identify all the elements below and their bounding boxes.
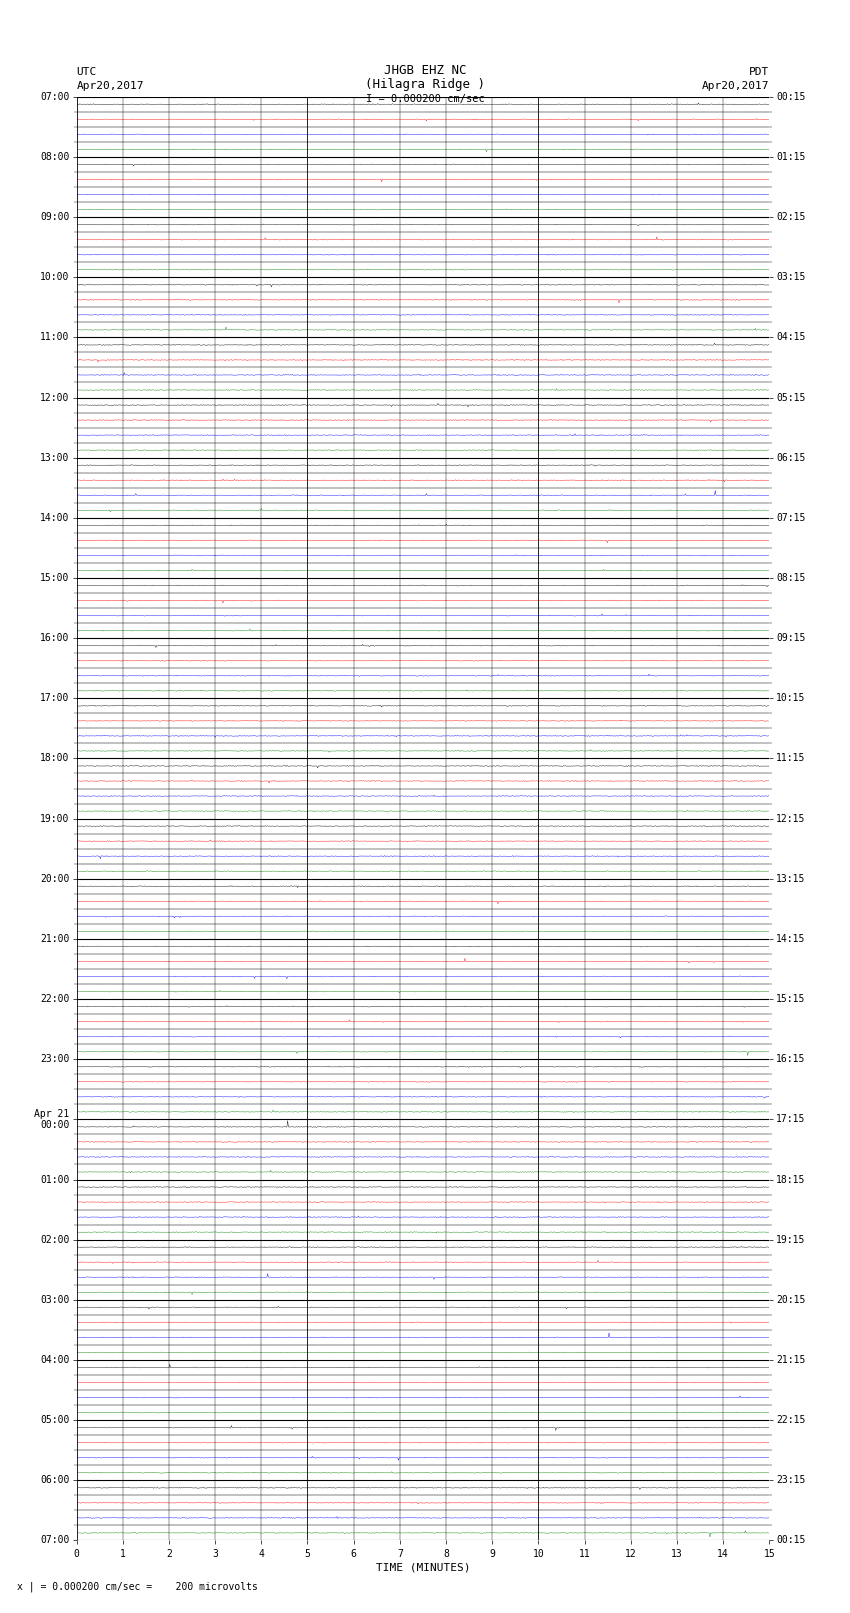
Text: Apr20,2017: Apr20,2017 [702, 81, 769, 90]
Text: (Hilagra Ridge ): (Hilagra Ridge ) [365, 77, 485, 90]
Text: Apr20,2017: Apr20,2017 [76, 81, 144, 90]
X-axis label: TIME (MINUTES): TIME (MINUTES) [376, 1563, 470, 1573]
Text: UTC: UTC [76, 66, 97, 77]
Text: PDT: PDT [749, 66, 769, 77]
Text: JHGB EHZ NC: JHGB EHZ NC [383, 63, 467, 77]
Text: x | = 0.000200 cm/sec =    200 microvolts: x | = 0.000200 cm/sec = 200 microvolts [17, 1581, 258, 1592]
Text: I = 0.000200 cm/sec: I = 0.000200 cm/sec [366, 94, 484, 105]
